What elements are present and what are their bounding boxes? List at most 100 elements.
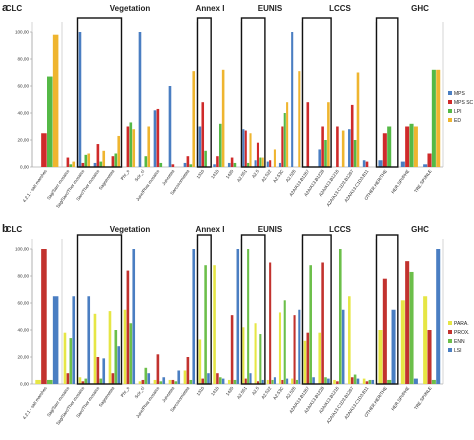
bar-ed [436, 69, 441, 167]
bar-ed [356, 72, 360, 167]
legend-label: LPI [454, 109, 462, 115]
bar-lsi [52, 296, 59, 384]
bar-lsi [87, 296, 91, 384]
bar-para [108, 311, 112, 384]
bar-mps [318, 149, 322, 167]
bar-ed [192, 71, 196, 167]
bar-mps [153, 110, 157, 167]
bar-mps-sc [382, 133, 387, 167]
category-label: 4.2.1 - salt marshes [22, 168, 49, 203]
bar-mps-sc [405, 126, 410, 167]
bar-enn [259, 334, 262, 384]
bar-para [153, 379, 157, 384]
legend-label: PROX. [454, 330, 470, 336]
bar-lsi [177, 370, 181, 384]
bar-lpi [247, 162, 250, 167]
bar-mps-sc [201, 102, 205, 167]
category-label: TRE.SPI/NLE [413, 386, 433, 411]
bar-mps [378, 160, 383, 167]
bar-lpi [204, 150, 207, 167]
bar-prox [427, 330, 432, 384]
bar-mps-sc [306, 102, 310, 167]
bar-para [362, 378, 366, 384]
bar-para [93, 313, 97, 384]
bar-mps-sc [156, 108, 160, 167]
legend-swatch [448, 100, 452, 104]
bar-para [183, 370, 187, 384]
category-label: A2.526 [285, 168, 297, 183]
bar-mps-sc [230, 157, 234, 167]
bar-para [333, 379, 336, 384]
group-label: LCCS [329, 225, 351, 234]
y-tick-label: 100,00 [15, 247, 29, 252]
highlight-box [196, 17, 212, 168]
bar-lsi [436, 249, 441, 384]
bar-mps-sc [186, 156, 190, 167]
category-label: Sagsenetea [98, 168, 116, 191]
bar-ed [147, 126, 151, 167]
bar-enn [219, 377, 222, 384]
bar-lsi [132, 249, 136, 384]
bar-enn [69, 338, 73, 384]
bar-prox [382, 278, 387, 384]
bar-mps [168, 86, 172, 167]
bar-mps-sc [256, 142, 259, 167]
bar-prox [405, 261, 410, 384]
category-label: A2A/A13.C1D3.B1267 [325, 385, 354, 424]
bar-enn [247, 249, 250, 384]
y-tick-label: 60,00 [18, 301, 30, 306]
bar-mps [400, 161, 405, 167]
bar-prox [111, 373, 115, 384]
highlight-box [375, 17, 399, 168]
bar-lpi [283, 113, 286, 167]
highlight-box [301, 17, 332, 168]
bar-para [227, 379, 231, 384]
bar-enn [129, 323, 133, 384]
category-label: 1420 [225, 385, 235, 396]
bar-para [213, 265, 216, 384]
bar-mps [183, 162, 187, 167]
bar-lpi [219, 123, 222, 167]
bar-prox [201, 378, 205, 384]
bar-para [198, 339, 202, 384]
bar-lpi [129, 122, 133, 167]
bar-mps-sc [171, 164, 175, 167]
bar-lsi [391, 309, 396, 384]
y-tick-label: 20,00 [18, 138, 30, 143]
bar-ed [117, 135, 121, 167]
bar-para [254, 323, 257, 384]
bar-para [168, 379, 172, 384]
group-label: Vegetation [110, 4, 151, 13]
bar-lpi [387, 126, 392, 167]
bar-mps [348, 129, 351, 167]
bar-para [266, 379, 269, 384]
bar-lsi [286, 378, 289, 384]
bar-prox [96, 357, 100, 384]
category-label: A2.5 [251, 385, 261, 396]
bar-lpi [84, 154, 88, 167]
bar-lsi [371, 379, 375, 384]
bar-mps [242, 129, 245, 167]
bar-enn [233, 379, 237, 384]
category-label: A2.5 [251, 168, 261, 179]
bar-para [78, 377, 82, 384]
bar-lsi [147, 373, 151, 384]
bar-mps-sc [336, 126, 339, 167]
category-label: A2.526 [285, 385, 297, 400]
bar-mps [254, 160, 257, 167]
bar-para [242, 327, 245, 384]
bar-prox [293, 315, 296, 384]
bar-prox [350, 377, 354, 384]
bar-prox [336, 381, 339, 384]
bar-lsi [356, 378, 360, 384]
bar-mps [291, 32, 294, 167]
bar-enn [353, 374, 357, 384]
bar-mps-sc [216, 156, 219, 167]
y-tick-label: 40,00 [18, 111, 30, 116]
y-tick-label: 0,00 [20, 165, 29, 170]
y-tick-label: 20,00 [18, 355, 30, 360]
bar-lsi [341, 309, 345, 384]
bar-ed [413, 126, 418, 167]
highlight-box [375, 234, 399, 385]
bar-enn [431, 379, 436, 384]
